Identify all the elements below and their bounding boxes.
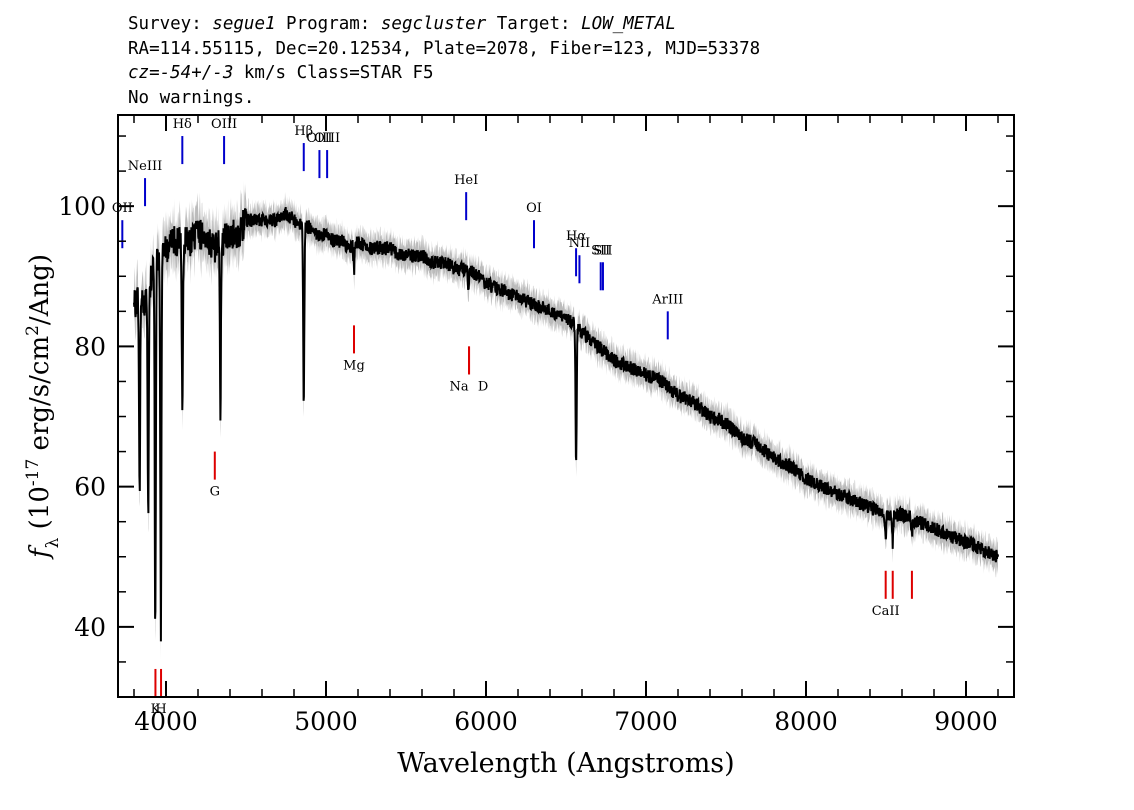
absorption-line-label: K <box>151 702 161 717</box>
x-axis-label: Wavelength (Angstroms) <box>397 748 734 779</box>
y-axis-label-part: -17 <box>23 459 43 486</box>
emission-line-label: NeIII <box>128 159 162 174</box>
x-tick-label: 8000 <box>774 707 838 736</box>
emission-line-label: Hα <box>566 229 586 244</box>
y-axis-label-part: λ <box>43 537 63 548</box>
emission-line-label: ArIII <box>651 292 683 307</box>
y-axis-label-part: /Ang) <box>25 254 55 325</box>
emission-line-label: NII <box>569 236 591 251</box>
target-value: LOW_METAL <box>581 14 676 34</box>
absorption-line-label: Mg <box>343 358 365 373</box>
emission-line-label: OIII <box>314 131 340 146</box>
header-survey-line: Survey: segue1 Program: segcluster Targe… <box>128 12 760 37</box>
x-tick-label: 4000 <box>134 707 198 736</box>
redshift-value: cz=-54+/-3 <box>128 63 234 83</box>
plot-frame <box>117 114 1015 698</box>
absorption-line-label: CaII <box>872 604 900 619</box>
absorption-line-label: H <box>155 702 166 717</box>
emission-line-label: SII <box>593 243 612 258</box>
header-warnings-line: No warnings. <box>128 87 255 108</box>
x-tick-label: 7000 <box>614 707 678 736</box>
error-band <box>134 180 998 660</box>
y-axis-label-part: (10 <box>25 486 55 538</box>
header-redshift-line: cz=-54+/-3 km/s Class=STAR F5 <box>128 61 760 86</box>
spectrum-layer <box>133 206 999 642</box>
y-tick-label: 60 <box>74 473 106 502</box>
spectrum-line <box>133 206 999 642</box>
x-tick-label: 6000 <box>454 707 518 736</box>
emission-line-label: HeI <box>454 173 478 188</box>
error-band-layer <box>134 180 998 660</box>
survey-label: Survey: <box>128 14 213 34</box>
x-tick-label: 9000 <box>934 707 998 736</box>
y-tick-label: 40 <box>74 613 106 642</box>
y-tick-label: 100 <box>58 192 106 221</box>
class-value: km/s Class=STAR F5 <box>233 63 434 83</box>
spectrum-header: Survey: segue1 Program: segcluster Targe… <box>128 12 760 110</box>
emission-line-label: Hβ <box>294 124 313 139</box>
absorption-line-label: D <box>478 379 488 394</box>
y-tick-label: 80 <box>74 332 106 361</box>
emission-line-label: OII <box>112 201 133 216</box>
x-tick-label: 5000 <box>294 707 358 736</box>
program-value: segcluster <box>380 14 487 34</box>
emission-line-label: OIII <box>306 131 332 146</box>
emission-line-label: OIII <box>211 117 237 132</box>
y-axis-label: fλ (10-17 erg/s/cm2/Ang) <box>23 254 63 560</box>
target-label: Target: <box>486 14 582 34</box>
y-axis-label-part: 2 <box>23 325 43 336</box>
axis-ticks-layer: 4000 5000 6000 7000 8000 9000 40 60 80 100 <box>58 115 1014 736</box>
survey-value: segue1 <box>212 14 276 34</box>
header-coordinates-line: RA=114.55115, Dec=20.12534, Plate=2078, … <box>128 38 761 59</box>
absorption-line-label: G <box>210 485 220 500</box>
y-axis-label-part: erg/s/cm <box>25 336 55 459</box>
program-label: Program: <box>275 14 381 34</box>
emission-line-label: SII <box>591 243 610 258</box>
absorption-line-label: Na <box>449 379 468 394</box>
emission-line-label: Hδ <box>173 117 192 132</box>
emission-line-label: OI <box>526 201 542 216</box>
